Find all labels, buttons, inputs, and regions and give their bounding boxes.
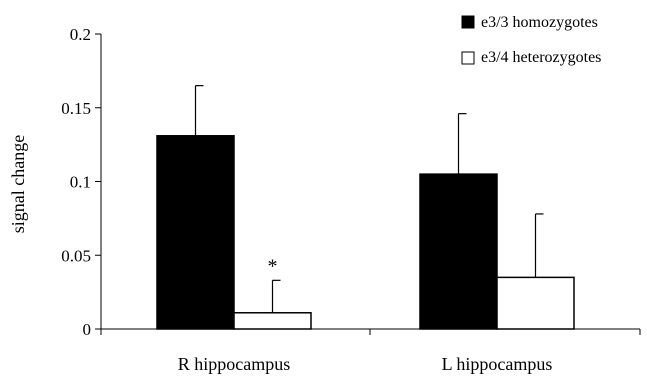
legend-swatch-heterozygotes xyxy=(461,51,475,65)
bar-heterozygotes-r-hippocampus xyxy=(233,312,312,330)
bar-homozygotes-r-hippocampus xyxy=(156,135,235,330)
legend-label-heterozygotes: e3/4 heterozygotes xyxy=(481,49,601,66)
y-tick-label: 0 xyxy=(83,320,92,339)
y-axis-label: signal change xyxy=(8,135,28,233)
x-category-label: L hippocampus xyxy=(442,354,553,374)
legend-label-homozygotes: e3/3 homozygotes xyxy=(481,14,598,31)
y-tick-label: 0.05 xyxy=(61,246,91,265)
y-tick-label: 0.15 xyxy=(61,99,91,118)
bar-heterozygotes-l-hippocampus xyxy=(496,276,575,330)
legend-swatch-homozygotes xyxy=(461,15,475,29)
significance-marker: * xyxy=(268,255,278,277)
y-tick-label: 0.2 xyxy=(70,25,91,44)
y-tick-label: 0.1 xyxy=(70,173,91,192)
plot-area: 0 0.05 0.1 0.15 0.2 R hippocampus L hippocampu… xyxy=(61,25,641,374)
legend: e3/3 homozygotes e3/4 heterozygotes xyxy=(461,14,601,66)
bar-homozygotes-l-hippocampus xyxy=(419,173,498,330)
x-category-label: R hippocampus xyxy=(178,354,291,374)
